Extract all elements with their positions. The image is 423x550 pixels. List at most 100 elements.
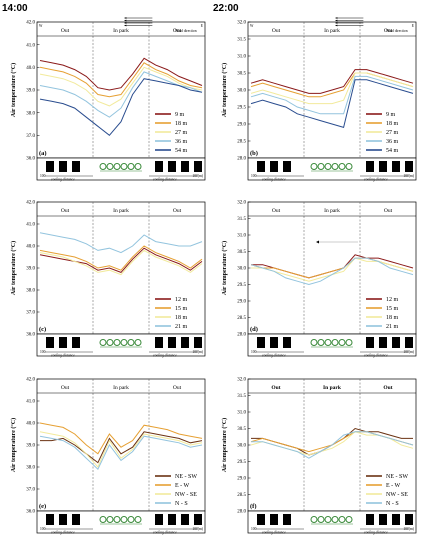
zone-label: In park	[323, 385, 342, 391]
building-block	[257, 337, 265, 348]
legend-entry: 36 m	[386, 139, 399, 145]
building-block	[59, 337, 67, 348]
legend-entry: 18 m	[175, 315, 188, 321]
y-tick-label: 37.0	[26, 488, 35, 493]
building-block	[392, 161, 400, 172]
distance-start-label: 100	[40, 174, 46, 178]
y-tick-label: 40.0	[26, 245, 35, 250]
y-tick-label: 30.0	[237, 89, 246, 94]
legend-entry: 15 m	[386, 306, 399, 312]
park-tree	[99, 516, 107, 523]
y-tick-label: 31.5	[237, 394, 246, 399]
y-tick-label: 40.0	[26, 66, 35, 71]
legend-entry: 18 m	[175, 121, 188, 127]
y-tick-label: 30.5	[237, 72, 246, 77]
y-tick-label: 36.0	[26, 333, 35, 338]
park-tree	[331, 163, 339, 170]
y-axis-label: Air temperature (°C)	[10, 418, 17, 472]
park-tree	[113, 339, 121, 346]
park-tree	[106, 339, 114, 346]
legend-entry: 21 m	[386, 324, 399, 330]
legend-entry: 27 m	[386, 130, 399, 136]
compass-west: W	[39, 24, 43, 28]
wind-direction-label: Wind direction	[386, 29, 408, 33]
building-block	[270, 514, 278, 525]
park-tree	[310, 516, 318, 523]
y-tick-label: 38.0	[26, 466, 35, 471]
distance-start-label: 100	[40, 350, 46, 354]
series-line-15m	[39, 245, 203, 271]
park-tree	[324, 339, 332, 346]
park-tree	[134, 339, 142, 346]
distance-end-label: 100(m)	[403, 174, 414, 178]
compass-west: W	[250, 24, 254, 28]
panel-e: Out In park Out 36.0 37.0 38.0 39.0 40.0 41.0 42.…	[10, 378, 206, 535]
zone-label: Out	[272, 28, 281, 34]
panel-label: (e)	[39, 503, 46, 510]
wind-arrow-head	[335, 24, 338, 27]
legend-entry: 54 m	[386, 148, 399, 154]
park-tree	[324, 163, 332, 170]
park-tree	[120, 516, 128, 523]
zone-label: In park	[113, 385, 129, 391]
distance-start-label: 100	[251, 174, 257, 178]
panel-label: (c)	[39, 326, 46, 333]
distance-start-label: 100	[251, 350, 257, 354]
park-tree	[113, 516, 121, 523]
y-tick-label: 29.0	[237, 123, 246, 128]
zone-label: In park	[324, 28, 340, 34]
wind-arrow-head	[335, 22, 338, 24]
zone-label: Out	[61, 28, 70, 34]
building-block	[392, 337, 400, 348]
building-block	[379, 337, 387, 348]
park-tree	[127, 516, 135, 523]
series-line-12m	[39, 247, 203, 273]
zone-label: Out	[61, 208, 70, 214]
legend-entry: 21 m	[175, 324, 188, 330]
building-block	[366, 514, 374, 525]
y-tick-label: 28.0	[237, 510, 246, 515]
distance-start-label: 100	[40, 527, 46, 531]
y-tick-label: 37.0	[26, 134, 35, 139]
building-block	[379, 161, 387, 172]
distance-end-label: 100(m)	[192, 174, 203, 178]
wind-arrow-head	[124, 24, 127, 27]
park-tree	[120, 163, 128, 170]
building-block	[155, 161, 163, 172]
legend-entry: 12 m	[175, 297, 188, 303]
legend-entry: NW - SE	[386, 492, 408, 498]
y-tick-label: 29.0	[237, 300, 246, 305]
park-tree	[134, 163, 142, 170]
y-axis-label: Air temperature (°C)	[10, 241, 17, 295]
building-block	[46, 337, 54, 348]
park-tree	[310, 163, 318, 170]
legend-entry: N - S	[175, 501, 188, 507]
park-tree	[99, 163, 107, 170]
cooling-distance-label-left: cooling distance	[51, 531, 75, 535]
legend-entry: 9 m	[386, 112, 396, 118]
cooling-distance-label-left: cooling distance	[262, 531, 286, 535]
wind-direction-label: Wind direction	[175, 29, 197, 33]
y-tick-label: 32.0	[237, 378, 246, 383]
building-block	[181, 514, 189, 525]
distance-end-label: 100(m)	[403, 527, 414, 531]
legend-entry: 36 m	[175, 139, 188, 145]
building-block	[270, 337, 278, 348]
panel-label: (b)	[250, 150, 258, 157]
cooling-distance-label-right: cooling distance	[364, 354, 388, 358]
series-line-54m	[250, 79, 414, 129]
cooling-distance-label-left: cooling distance	[51, 354, 75, 358]
building-block	[257, 161, 265, 172]
y-tick-label: 29.0	[237, 477, 246, 482]
cooling-distance-label-left: cooling distance	[262, 354, 286, 358]
park-tree	[134, 516, 142, 523]
building-block	[168, 514, 176, 525]
cooling-distance-label-right: cooling distance	[153, 531, 177, 535]
y-tick-label: 42.0	[26, 21, 35, 26]
building-block	[59, 161, 67, 172]
y-tick-label: 28.0	[237, 333, 246, 338]
y-tick-label: 32.0	[237, 201, 246, 206]
series-line-36m	[250, 75, 414, 115]
series-line-27m	[39, 66, 203, 107]
